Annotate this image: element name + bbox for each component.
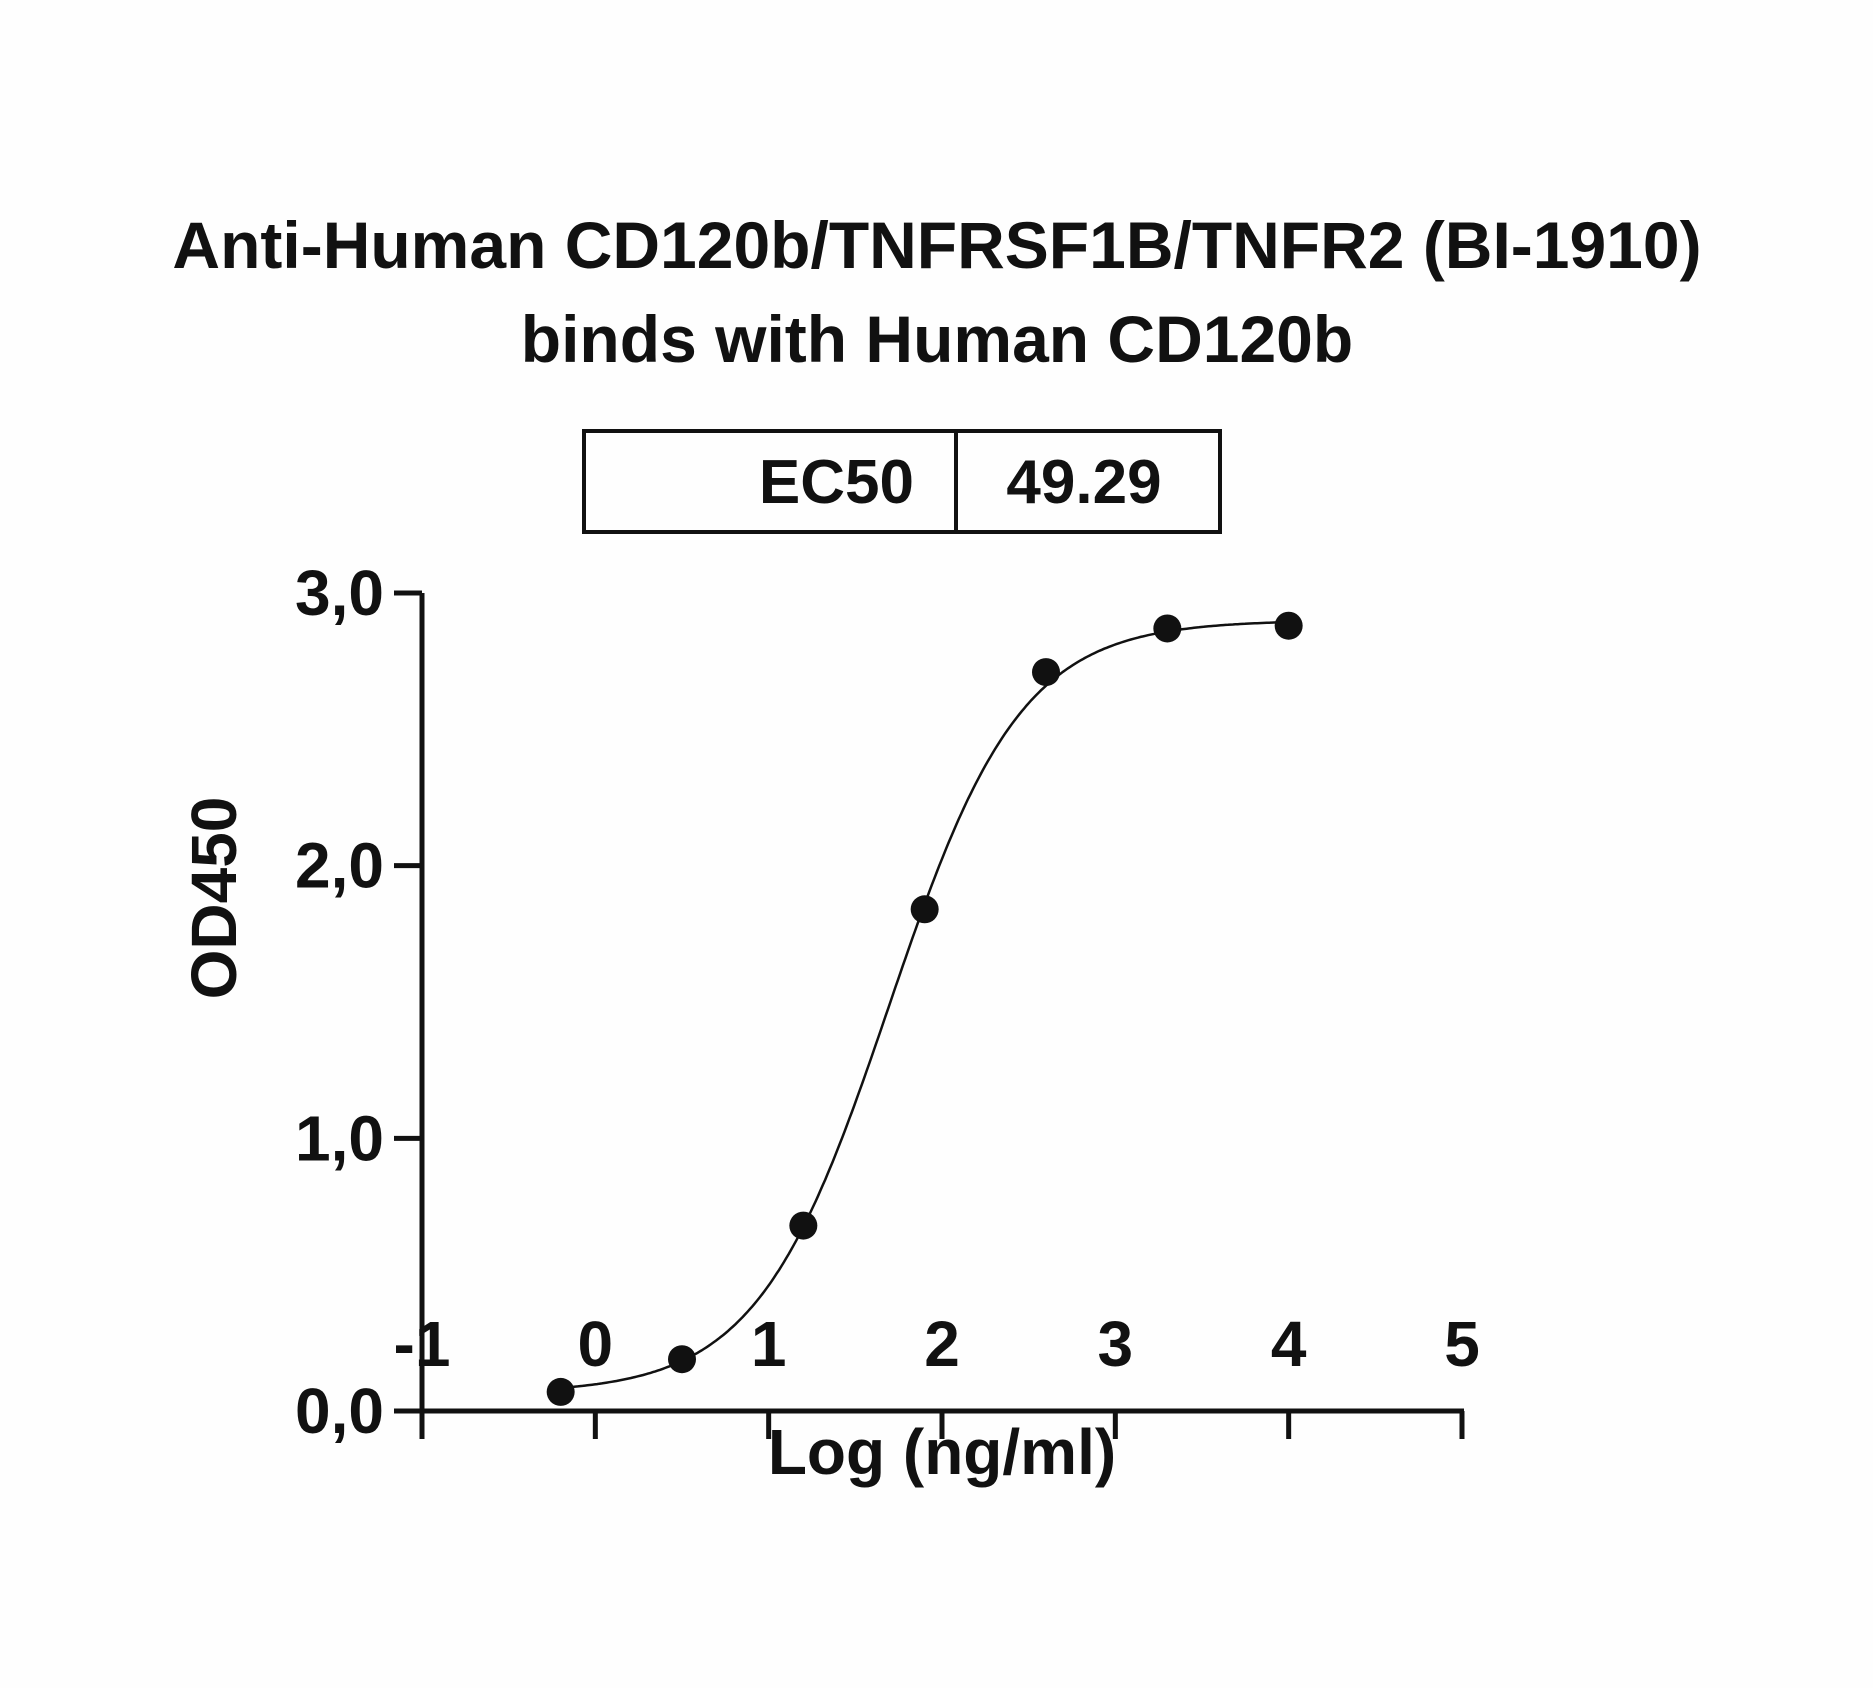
x-tick-label: 2 [924, 1308, 960, 1380]
data-point [910, 895, 939, 924]
data-point [668, 1345, 696, 1374]
ec50-table: EC50 49.29 [582, 429, 1222, 534]
x-tick-label: 4 [1271, 1308, 1307, 1380]
x-tick-label: 1 [751, 1308, 787, 1380]
data-point [1274, 611, 1303, 640]
data-point [789, 1211, 818, 1240]
y-axis-label: OD450 [178, 797, 250, 1000]
chart-title-line-2: binds with Human CD120b [521, 302, 1353, 376]
x-tick-label: 3 [1098, 1308, 1134, 1380]
y-tick-label: 3,0 [295, 557, 384, 629]
y-tick-label: 1,0 [295, 1102, 384, 1174]
data-points [546, 611, 1303, 1406]
ec50-label: EC50 [759, 448, 914, 517]
data-point [1032, 658, 1060, 687]
x-axis-label: Log (ng/ml) [768, 1416, 1116, 1488]
ticks: -1 0 1 2 3 4 5 0,0 1,0 2,0 3,0 [295, 557, 1480, 1447]
chart-title-line-1: Anti-Human CD120b/TNFRSF1B/TNFR2 (BI-191… [172, 208, 1701, 282]
x-tick-label: 5 [1444, 1308, 1480, 1380]
y-tick-label: 2,0 [295, 830, 384, 902]
axes [419, 593, 1464, 1414]
x-tick-label: -1 [394, 1308, 451, 1380]
data-point [546, 1377, 575, 1406]
data-point [1153, 614, 1182, 643]
fit-curve [560, 620, 1289, 1390]
x-tick-label: 0 [578, 1308, 614, 1380]
y-tick-label: 0,0 [295, 1375, 384, 1447]
ec50-table-border [582, 429, 1222, 534]
ec50-value: 49.29 [1006, 448, 1161, 517]
